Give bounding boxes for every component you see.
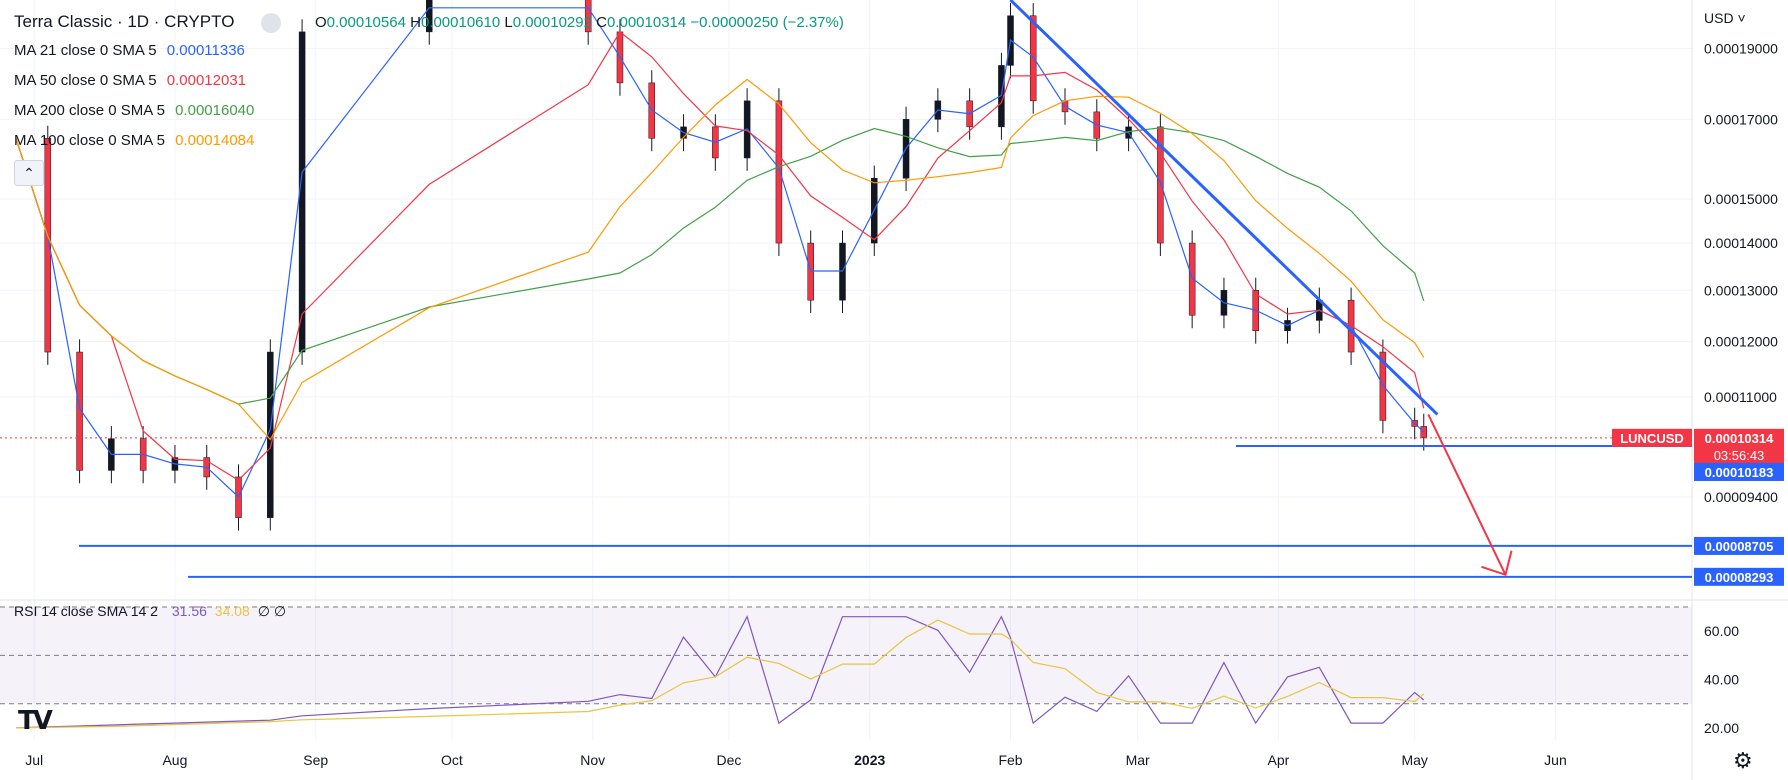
indicator-value: 0.00012031 (166, 72, 246, 89)
y-tick-label: 0.00019000 (1704, 40, 1778, 56)
level3-tag-bg (1694, 567, 1784, 586)
x-tick-label: Feb (998, 752, 1022, 768)
rsi-legend[interactable]: RSI 14 close SMA 14 2 31.56 34.08 ∅ ∅ (14, 603, 286, 620)
x-tick-label: May (1401, 752, 1427, 768)
level1-tag-bg (1694, 462, 1784, 481)
currency-label: USD (1704, 10, 1734, 26)
rsi-label: RSI 14 close SMA 14 2 (14, 603, 158, 619)
projection-arrow (1427, 413, 1507, 576)
candle-body (1379, 351, 1387, 421)
close-value: 0.00010314 (606, 14, 687, 31)
symbol-title[interactable]: Terra Classic · 1D · CRYPTO (14, 12, 235, 31)
ma21-line (15, 7, 1425, 499)
chevron-up-icon: ⌃ (23, 165, 35, 181)
level2-tag: 0.00008705 (1705, 539, 1774, 554)
candle-body (44, 138, 52, 353)
rsi-tick-label: 60.00 (1704, 623, 1739, 639)
candle-body (1029, 15, 1037, 102)
ma100-line (15, 78, 1425, 441)
rsi-line (15, 615, 1425, 729)
level1-tag: 0.00010183 (1705, 465, 1774, 480)
indicator-value: 0.00014084 (175, 132, 255, 149)
y-tick-label: 0.00009400 (1704, 489, 1778, 505)
gear-icon[interactable]: ⚙ (1733, 748, 1753, 773)
y-tick-label: 0.00012000 (1704, 333, 1778, 349)
change-value: −0.00000250 (−2.37%) (690, 14, 844, 31)
rsi-sma-value: 34.08 (214, 603, 250, 619)
projection-arrowhead (1481, 550, 1513, 577)
indicator-ma200[interactable]: MA 200 close 0 SMA 5 0.00016040 (14, 102, 254, 119)
x-tick-label: Oct (441, 752, 463, 768)
indicator-ma50[interactable]: MA 50 close 0 SMA 5 0.00012031 (14, 72, 246, 89)
level2-tag-bg (1694, 536, 1784, 555)
indicator-label: MA 21 close 0 SMA 5 (14, 42, 157, 59)
candle-body (775, 100, 783, 244)
ohlc-readout: O0.00010564 H0.00010610 L0.00010292 C0.0… (315, 14, 844, 31)
rsi-tail: ∅ ∅ (257, 603, 287, 619)
candle-body (1188, 242, 1196, 316)
y-tick-label: 0.00014000 (1704, 235, 1778, 251)
x-tick-label: Apr (1268, 752, 1290, 768)
symbol-tag-bg (1612, 428, 1692, 447)
x-tick-label: 2023 (854, 752, 885, 768)
descending-trendline (1009, 0, 1439, 416)
currency-selector[interactable]: USD ˅ (1704, 10, 1746, 26)
x-tick-label: Jun (1544, 752, 1567, 768)
collapse-legend-button[interactable]: ⌃ (14, 160, 44, 186)
candle-body (76, 351, 83, 471)
market-status-dot (261, 12, 282, 33)
indicator-value: 0.00016040 (175, 102, 255, 119)
x-tick-label: Dec (717, 752, 742, 768)
x-tick-label: Mar (1126, 752, 1150, 768)
indicator-ma100[interactable]: MA 100 close 0 SMA 5 0.00014084 (14, 132, 254, 149)
symbol-tag: LUNCUSD (1620, 431, 1684, 446)
rsi-value: 31.56 (171, 603, 207, 619)
open-label: O (315, 14, 327, 31)
candle-body (839, 242, 846, 301)
last-price-tag: 0.00010314 (1705, 431, 1774, 446)
tradingview-logo[interactable]: TV (18, 706, 53, 736)
ma50-line (15, 31, 1425, 481)
indicator-label: MA 50 close 0 SMA 5 (14, 72, 157, 89)
countdown-tag: 03:56:43 (1714, 448, 1765, 463)
x-tick-label: Nov (580, 752, 605, 768)
candle-body (807, 242, 814, 301)
x-tick-label: Sep (303, 752, 328, 768)
rsi-tick-label: 20.00 (1704, 720, 1739, 736)
candle-body (998, 65, 1005, 128)
candle-body (1157, 126, 1164, 244)
high-value: 0.00010610 (420, 14, 501, 31)
level3-tag: 0.00008293 (1705, 570, 1774, 585)
x-tick-label: Jul (25, 752, 43, 768)
rsi-sma-line (15, 619, 1425, 729)
chevron-down-icon: ˅ (1737, 10, 1746, 26)
open-value: 0.00010564 (326, 14, 406, 31)
last-price-tag-bg (1694, 428, 1784, 465)
y-tick-label: 0.00017000 (1704, 111, 1778, 127)
x-tick-label: Aug (162, 752, 187, 768)
rsi-tick-label: 40.00 (1704, 672, 1739, 688)
indicator-ma21[interactable]: MA 21 close 0 SMA 5 0.00011336 (14, 42, 245, 59)
ma200-line (15, 127, 1425, 405)
y-tick-label: 0.00011000 (1704, 389, 1777, 405)
y-tick-label: 0.00013000 (1704, 282, 1778, 298)
indicator-label: MA 100 close 0 SMA 5 (14, 132, 165, 149)
chart-title-row: Terra Classic · 1D · CRYPTO (14, 12, 282, 33)
y-tick-label: 0.00015000 (1704, 191, 1778, 207)
low-value: 0.00010292 (512, 14, 592, 31)
indicator-value: 0.00011336 (166, 42, 245, 59)
close-label: C (596, 14, 607, 31)
indicator-label: MA 200 close 0 SMA 5 (14, 102, 165, 119)
high-label: H (410, 14, 421, 31)
low-label: L (504, 14, 513, 31)
